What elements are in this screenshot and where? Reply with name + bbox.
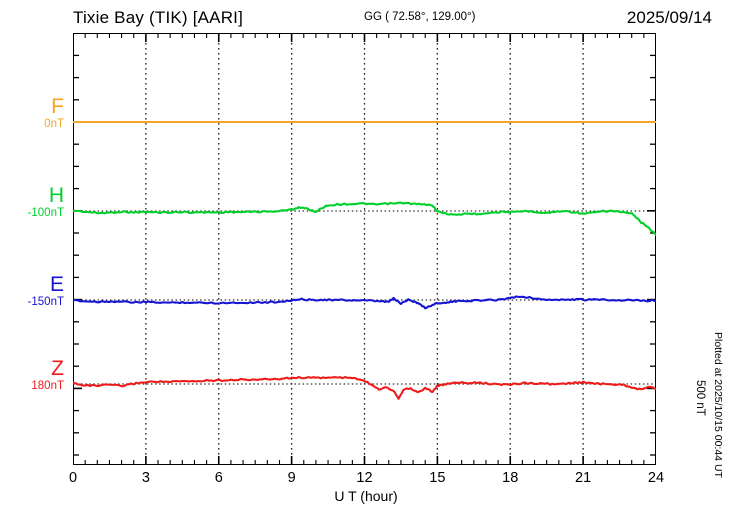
- observation-date: 2025/09/14: [626, 8, 712, 27]
- gridlines: [145, 33, 584, 465]
- x-tick-label-15: 15: [429, 470, 446, 486]
- channel-value-e: -150nT: [27, 296, 64, 308]
- geographic-coordinates: GG ( 72.58°, 129.00°): [364, 11, 476, 23]
- x-axis-title: U T (hour): [334, 488, 398, 504]
- x-tick-label-24: 24: [647, 470, 665, 486]
- x-tick-label-12: 12: [356, 470, 373, 486]
- magnetogram-svg: [71, 33, 689, 466]
- scale-bar-label: 500 nT: [694, 380, 706, 416]
- channel-letter-f: F: [51, 95, 64, 118]
- plot-canvas: [71, 33, 689, 466]
- plotted-timestamp: Plotted at 2025/10/15 00:44 UT: [712, 332, 724, 478]
- channel-value-f: 0nT: [44, 118, 64, 130]
- x-tick-label-9: 9: [287, 470, 296, 486]
- channel-label-z: Z 180nT: [31, 358, 64, 393]
- x-tick-label-3: 3: [141, 470, 150, 486]
- page-title: Tixie Bay (TIK) [AARI]: [73, 8, 244, 27]
- channel-label-h: H -100nT: [28, 185, 64, 220]
- channel-label-f: F 0nT: [44, 96, 64, 131]
- x-tick-label-18: 18: [502, 470, 519, 486]
- x-tick-label-21: 21: [575, 470, 592, 486]
- x-tick-label-0: 0: [68, 470, 78, 486]
- y-axis-ticks: [73, 54, 656, 456]
- data-traces: [71, 120, 658, 400]
- channel-value-z: 180nT: [31, 380, 64, 392]
- channel-letter-z: Z: [51, 357, 64, 380]
- channel-label-e: E -150nT: [28, 274, 64, 309]
- x-tick-label-6: 6: [214, 470, 223, 486]
- channel-value-h: -100nT: [27, 207, 64, 219]
- channel-letter-h: H: [48, 184, 64, 207]
- channel-letter-e: E: [49, 273, 64, 296]
